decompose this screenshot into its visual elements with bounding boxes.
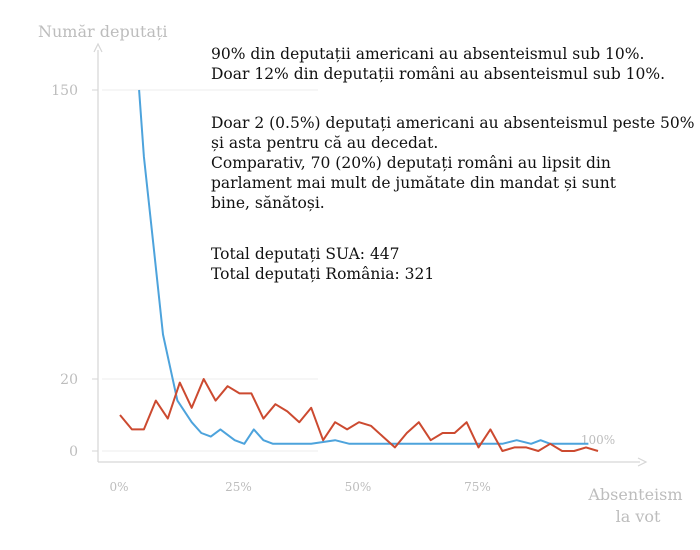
x-axis-label-line: Absenteism (587, 485, 682, 504)
note-line: și asta pentru că au decedat. (211, 134, 439, 152)
y-tick-label: 20 (60, 372, 78, 388)
x-tick-label: 75% (464, 480, 491, 494)
note-line: 90% din deputații americani au absenteis… (211, 45, 645, 63)
x-tick-label: 50% (345, 480, 372, 494)
x-axis-arrow (637, 457, 648, 467)
series-line-romania (119, 378, 599, 452)
series-line-usa (138, 89, 589, 445)
note-line: parlament mai mult de jumătate din manda… (211, 174, 616, 192)
note-line: Total deputați SUA: 447 (211, 245, 400, 263)
y-tick-label: 0 (69, 444, 78, 460)
x-tick-label: 25% (225, 480, 252, 494)
y-tick-label: 150 (51, 83, 78, 99)
ticks: 0 20 150 0% 25% 50% 75% 100% (51, 83, 615, 494)
y-axis-label: Număr deputați (38, 22, 168, 41)
note-line: Doar 12% din deputații români au absente… (211, 65, 666, 83)
y-axis-arrow (93, 42, 103, 53)
note-over-50: Doar 2 (0.5%) deputați americani au abse… (211, 113, 695, 213)
x-end-label: 100% (581, 433, 615, 447)
note-line: Doar 2 (0.5%) deputați americani au abse… (211, 114, 695, 132)
grid (102, 89, 318, 452)
series (119, 89, 599, 452)
x-axis-label: Absenteism la vot (587, 485, 687, 526)
note-under-10: 90% din deputații americani au absenteis… (211, 44, 665, 84)
note-line: Comparativ, 70 (20%) deputați români au … (211, 154, 611, 172)
note-line: bine, sănătoși. (211, 194, 325, 212)
x-axis-label-line: la vot (616, 507, 661, 526)
x-tick-label: 0% (109, 480, 128, 494)
note-line: Total deputați România: 321 (211, 265, 435, 283)
note-totals: Total deputați SUA: 447 Total deputați R… (211, 244, 434, 284)
axes: Număr deputați Absenteism la vot (38, 22, 687, 526)
